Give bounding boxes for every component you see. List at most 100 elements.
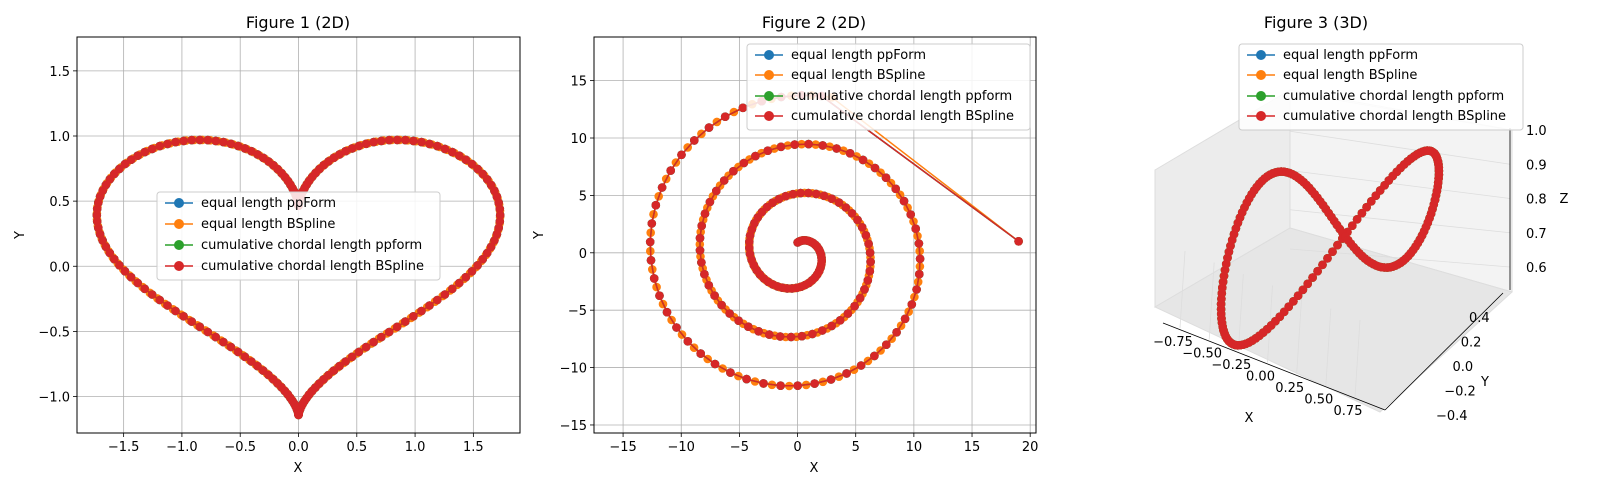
- panel-1-legend-entry-2: cumulative chordal length ppform: [165, 238, 422, 253]
- series-point: [808, 329, 817, 339]
- series-point: [834, 198, 844, 207]
- series-point: [377, 332, 386, 342]
- series-point: [240, 352, 250, 362]
- series-point: [115, 261, 124, 270]
- series-point: [705, 197, 715, 207]
- x-tick-label: 10: [906, 440, 923, 455]
- series-point: [495, 204, 505, 214]
- series-point: [1333, 240, 1342, 250]
- series-point: [712, 186, 721, 196]
- series-point: [726, 368, 735, 377]
- series-point: [646, 255, 656, 265]
- series-point: [219, 137, 228, 147]
- panel-figure-1: Figure 1 (2D) −1.5 −1.0 −0.5 0.0 0.5 1.0 1.5 −…: [13, 13, 521, 476]
- series-point: [776, 142, 786, 152]
- series-point: [448, 284, 457, 294]
- x-tick-label: 0.00: [1246, 370, 1275, 385]
- series-point: [662, 307, 672, 317]
- z-tick-label: 1.0: [1526, 124, 1547, 139]
- grid-line: [1289, 170, 1511, 199]
- series-point: [1362, 202, 1371, 212]
- series-point: [1298, 285, 1308, 295]
- y-tick-label: −10: [560, 362, 587, 377]
- y-tick-label: −5: [568, 304, 587, 319]
- series-point: [482, 248, 492, 258]
- panel-1-legend-entry-3: cumulative chordal length BSpline: [165, 259, 424, 274]
- series-point: [857, 223, 867, 232]
- legend-marker: [174, 198, 184, 208]
- series-point: [841, 203, 851, 212]
- legend-label: equal length ppForm: [791, 48, 926, 63]
- series-point: [818, 326, 827, 335]
- legend-marker: [1256, 111, 1266, 121]
- panel-2-legend-entry-2: cumulative chordal length ppform: [755, 89, 1012, 104]
- series-point: [120, 267, 130, 276]
- series-point: [171, 137, 180, 147]
- series-point: [847, 209, 857, 218]
- series-point: [253, 361, 262, 371]
- y-tick-label: 1.0: [49, 130, 70, 145]
- series-point: [187, 135, 196, 145]
- y-tick-label: 0.0: [49, 260, 70, 275]
- panel-3-z-label: Z: [1560, 192, 1569, 207]
- series-point: [195, 135, 205, 145]
- series-point: [219, 337, 228, 347]
- series-point: [1357, 208, 1367, 218]
- series-point: [203, 327, 213, 337]
- legend-marker: [1256, 70, 1266, 80]
- panel-3-y-axis-line: [1384, 292, 1504, 411]
- panel-3-legend-entry-1: equal length BSpline: [1247, 68, 1417, 83]
- series-point: [354, 141, 364, 151]
- series-point: [655, 291, 664, 301]
- series-point: [417, 137, 426, 147]
- series-point: [417, 306, 426, 316]
- panel-3-legend-box: [1238, 43, 1524, 131]
- panel-1-y-label: Y: [13, 231, 28, 240]
- series-point: [369, 337, 378, 347]
- series-point: [827, 194, 836, 203]
- x-tick-label: −0.5: [224, 440, 256, 455]
- series-point: [788, 189, 798, 199]
- series-point: [401, 135, 410, 145]
- y-tick-label: 10: [570, 132, 587, 147]
- series-point: [651, 200, 661, 210]
- y-tick-label: 0.4: [1469, 311, 1490, 326]
- z-tick-label: 0.7: [1526, 227, 1547, 242]
- series-point: [900, 314, 910, 324]
- series-point: [796, 188, 805, 198]
- legend-marker: [764, 111, 774, 121]
- series-point: [105, 248, 115, 258]
- series-point: [455, 151, 464, 160]
- series-point: [354, 347, 364, 357]
- series-point: [915, 269, 924, 279]
- series-point: [914, 239, 924, 248]
- series-point: [126, 272, 136, 282]
- panel-2-x-label: X: [810, 461, 819, 476]
- series-point: [672, 323, 681, 332]
- series-point: [163, 139, 172, 149]
- legend-label: cumulative chordal length ppform: [201, 238, 422, 253]
- x-tick-label: −0.75: [1153, 335, 1193, 350]
- series-point: [745, 237, 754, 247]
- panel-2-x-ticks: −15 −10 −5 0 5 10 15 20: [609, 433, 1038, 455]
- z-tick-label: 0.8: [1526, 193, 1547, 208]
- series-point: [765, 330, 774, 339]
- panel-2-series: [645, 90, 1023, 391]
- panel-2-legend-entry-1: equal length BSpline: [755, 68, 925, 83]
- series-point: [440, 290, 450, 299]
- series-point: [401, 317, 410, 326]
- series-point: [827, 321, 836, 331]
- panel-1-title: Figure 1 (2D): [246, 13, 350, 32]
- series-3: [645, 90, 1023, 391]
- grid-line: [1208, 262, 1215, 340]
- series-point: [361, 342, 371, 352]
- series-point: [155, 295, 164, 305]
- panel-3-legend-entry-2: cumulative chordal length ppform: [1247, 89, 1504, 104]
- series-point: [495, 217, 505, 226]
- series-point: [677, 150, 686, 160]
- series-point: [120, 159, 130, 169]
- panel-figure-2: Figure 2 (2D) −15 −10 −5 0 5 10 15 20 −15 −10 −5 0…: [532, 13, 1038, 476]
- y-tick-label: −0.2: [1444, 385, 1476, 400]
- series-point: [738, 103, 748, 113]
- series-point: [704, 123, 714, 132]
